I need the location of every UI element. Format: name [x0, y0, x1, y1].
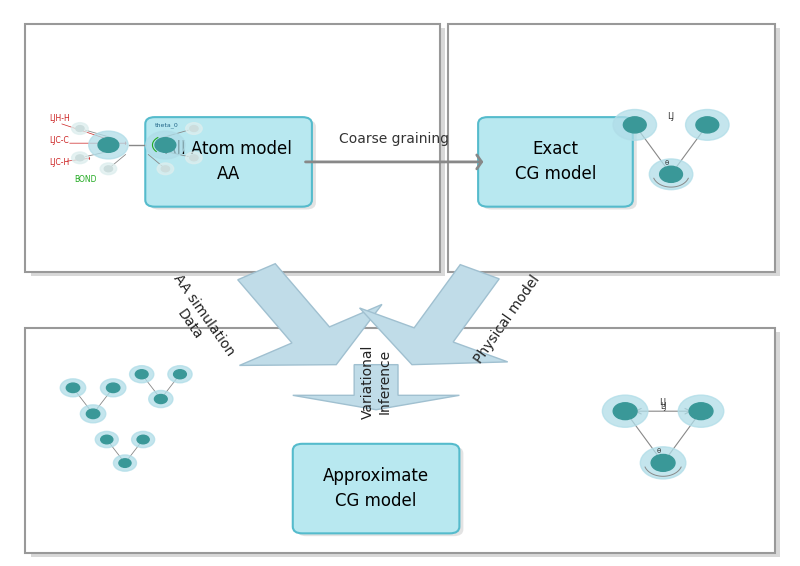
- FancyBboxPatch shape: [26, 24, 440, 272]
- Circle shape: [60, 379, 86, 397]
- Circle shape: [76, 155, 84, 161]
- Circle shape: [689, 403, 713, 419]
- Circle shape: [114, 455, 137, 471]
- Circle shape: [106, 383, 120, 393]
- Text: LJ: LJ: [660, 401, 666, 410]
- Circle shape: [155, 138, 176, 152]
- Text: θ: θ: [657, 448, 661, 454]
- Circle shape: [132, 431, 154, 448]
- Circle shape: [696, 117, 718, 133]
- Text: Coarse graining: Coarse graining: [339, 132, 450, 146]
- Circle shape: [190, 155, 198, 161]
- Circle shape: [72, 123, 88, 134]
- Polygon shape: [359, 265, 508, 365]
- FancyBboxPatch shape: [146, 117, 312, 207]
- Circle shape: [95, 431, 118, 448]
- Circle shape: [66, 383, 80, 393]
- Circle shape: [135, 370, 148, 379]
- Text: BOND: BOND: [74, 175, 98, 183]
- Circle shape: [186, 123, 202, 134]
- Circle shape: [119, 459, 131, 468]
- Circle shape: [76, 126, 84, 131]
- Circle shape: [89, 131, 128, 159]
- Circle shape: [157, 163, 174, 175]
- FancyBboxPatch shape: [150, 120, 316, 209]
- Text: Variational
Inference: Variational Inference: [361, 344, 392, 419]
- Circle shape: [651, 454, 675, 471]
- Text: Physical model: Physical model: [472, 273, 543, 366]
- FancyBboxPatch shape: [31, 332, 780, 558]
- Circle shape: [149, 391, 173, 408]
- Circle shape: [614, 403, 637, 419]
- Text: LJC-H: LJC-H: [49, 158, 69, 167]
- Circle shape: [162, 166, 170, 171]
- Circle shape: [623, 117, 646, 133]
- Circle shape: [602, 395, 648, 427]
- FancyBboxPatch shape: [482, 120, 637, 209]
- Polygon shape: [238, 264, 382, 366]
- Circle shape: [86, 409, 100, 419]
- Circle shape: [168, 366, 192, 383]
- Circle shape: [72, 152, 88, 164]
- Polygon shape: [293, 365, 459, 410]
- FancyBboxPatch shape: [478, 117, 633, 207]
- Circle shape: [174, 370, 186, 379]
- Text: Exact
CG model: Exact CG model: [514, 140, 596, 183]
- FancyBboxPatch shape: [26, 328, 774, 554]
- Text: theta_0: theta_0: [155, 123, 179, 128]
- Text: LJ: LJ: [659, 398, 666, 407]
- Circle shape: [190, 126, 198, 131]
- Circle shape: [101, 435, 113, 444]
- FancyBboxPatch shape: [297, 447, 463, 536]
- Text: θ: θ: [665, 160, 669, 166]
- Circle shape: [613, 109, 657, 140]
- Text: All Atom model
AA: All Atom model AA: [165, 140, 292, 183]
- Circle shape: [650, 159, 693, 190]
- Circle shape: [154, 395, 167, 404]
- Text: AA simulation
Data: AA simulation Data: [156, 271, 237, 368]
- Circle shape: [130, 366, 154, 383]
- Circle shape: [640, 447, 686, 479]
- Circle shape: [146, 131, 185, 159]
- Circle shape: [100, 163, 117, 175]
- FancyBboxPatch shape: [31, 28, 446, 276]
- Text: Approximate
CG model: Approximate CG model: [323, 467, 429, 510]
- Circle shape: [98, 138, 118, 152]
- Circle shape: [137, 435, 149, 444]
- Circle shape: [101, 379, 126, 397]
- Circle shape: [104, 166, 113, 171]
- Circle shape: [686, 109, 729, 140]
- Circle shape: [660, 166, 682, 182]
- Text: LJ: LJ: [667, 112, 674, 121]
- Text: LJH-H: LJH-H: [49, 114, 70, 123]
- Circle shape: [678, 395, 724, 427]
- FancyBboxPatch shape: [293, 444, 459, 533]
- Circle shape: [80, 405, 106, 423]
- FancyBboxPatch shape: [448, 24, 774, 272]
- FancyBboxPatch shape: [454, 28, 780, 276]
- Text: LJC-C: LJC-C: [49, 136, 69, 145]
- Circle shape: [186, 152, 202, 164]
